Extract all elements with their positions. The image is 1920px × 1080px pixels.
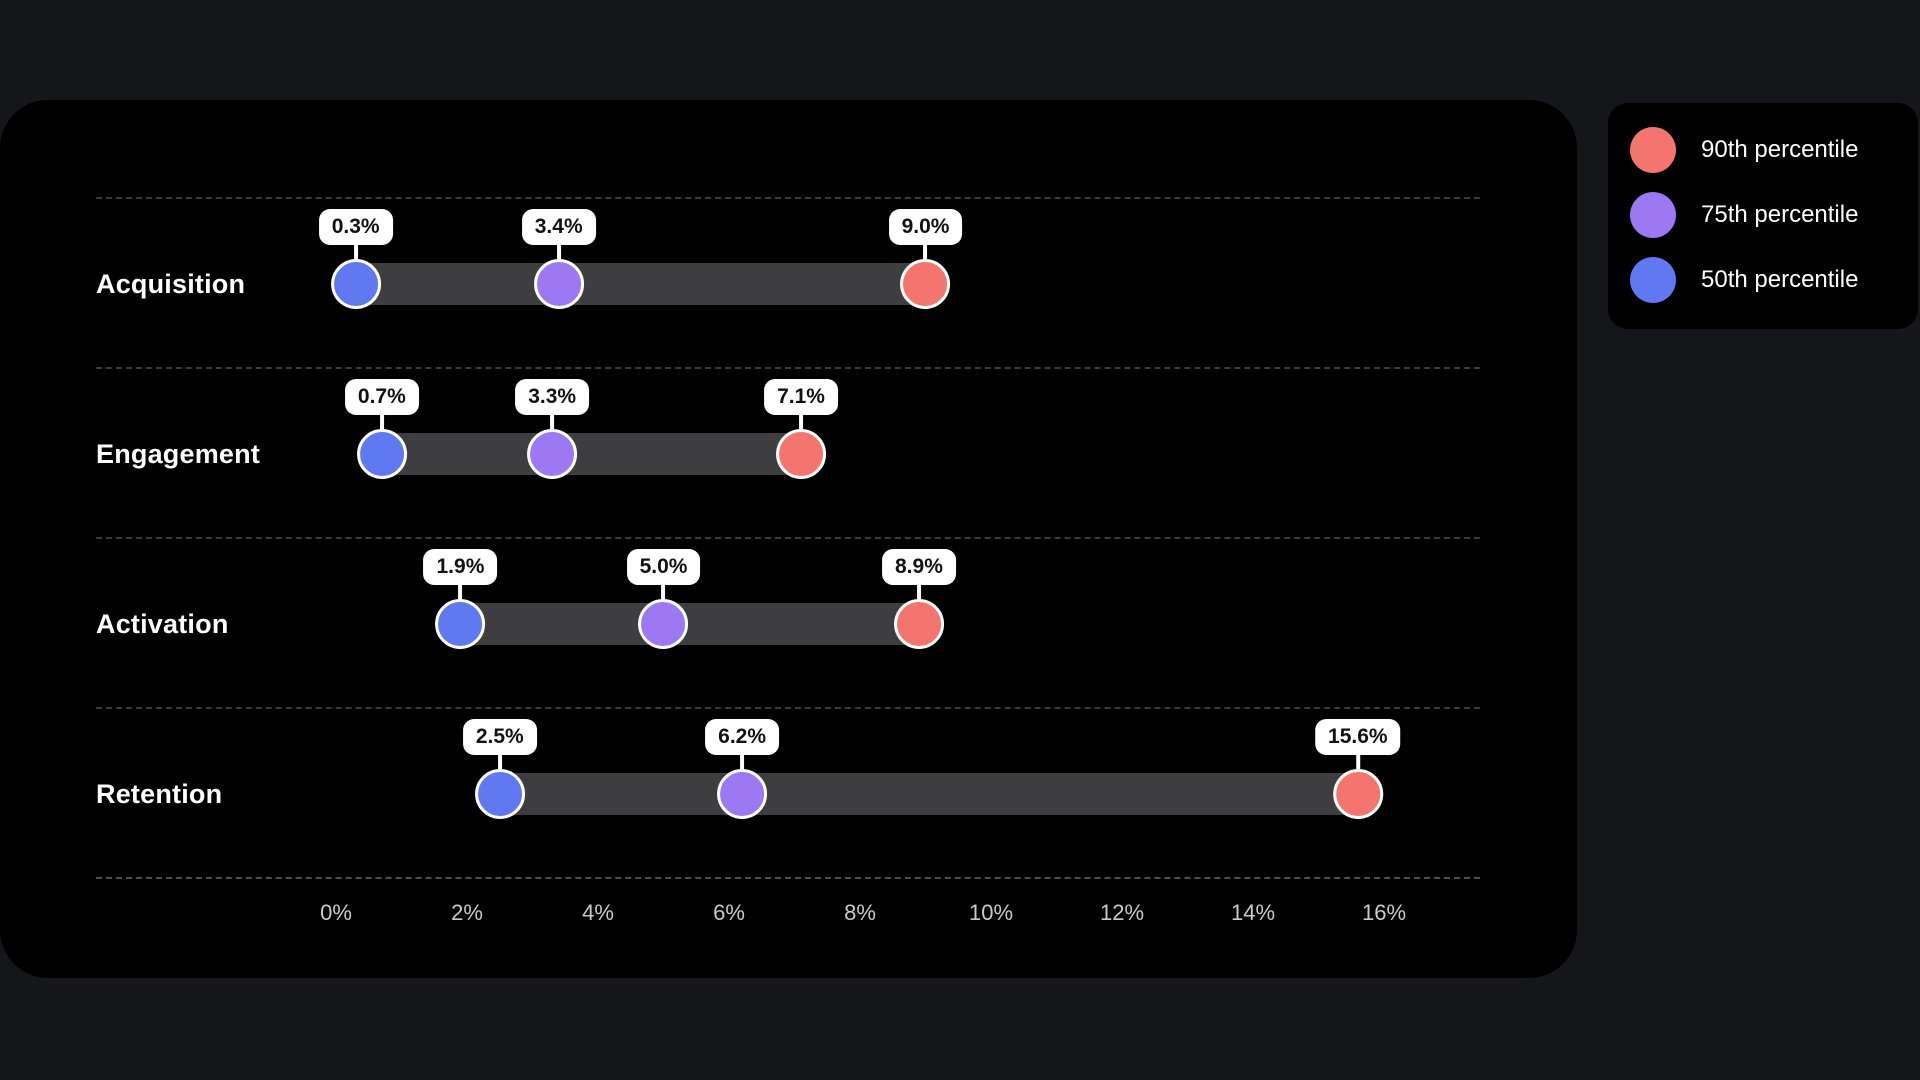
value-badge: 2.5%	[462, 719, 537, 755]
value-badge: 1.9%	[423, 549, 498, 585]
marker-50th-percentile[interactable]: 0.3%	[318, 209, 393, 309]
badge-stem	[799, 415, 804, 429]
value-badge: 3.4%	[521, 209, 596, 245]
badge-stem	[497, 755, 502, 769]
value-badge: 15.6%	[1315, 719, 1401, 755]
x-tick-label: 12%	[1099, 900, 1145, 925]
x-tick-label: 4%	[582, 900, 614, 925]
row-separator-line	[96, 537, 1480, 539]
x-tick-label: 14%	[1230, 900, 1276, 925]
marker-90th-percentile[interactable]: 15.6%	[1315, 719, 1401, 819]
range-bar	[355, 263, 926, 305]
row-separator-line	[96, 367, 1480, 369]
legend-label: 90th percentile	[1701, 136, 1859, 163]
marker-75th-percentile[interactable]: 3.4%	[521, 209, 596, 309]
badge-stem	[556, 245, 561, 259]
badge-stem	[916, 585, 921, 599]
badge-stem	[550, 415, 555, 429]
legend-dot-icon	[1630, 192, 1676, 238]
value-badge: 6.2%	[705, 719, 780, 755]
x-tick-label: 10%	[968, 900, 1014, 925]
marker-75th-percentile[interactable]: 3.3%	[515, 379, 590, 479]
dot-50th-percentile	[435, 599, 486, 649]
value-badge: 5.0%	[626, 549, 701, 585]
marker-90th-percentile[interactable]: 7.1%	[764, 379, 838, 479]
legend-item[interactable]: 90th percentile	[1630, 127, 1858, 173]
x-tick-label: 6%	[713, 900, 745, 925]
legend-item[interactable]: 75th percentile	[1630, 192, 1858, 238]
range-bar	[381, 433, 802, 475]
value-badge: 0.7%	[344, 379, 419, 415]
row-label: Retention	[96, 779, 223, 809]
value-badge: 8.9%	[882, 549, 956, 585]
x-tick-label: 2%	[451, 900, 483, 925]
x-tick-label: 16%	[1361, 900, 1407, 925]
row-label: Engagement	[96, 439, 261, 469]
marker-50th-percentile[interactable]: 2.5%	[462, 719, 537, 819]
legend-dot-icon	[1630, 257, 1676, 303]
legend-dot-icon	[1630, 127, 1676, 173]
dot-50th-percentile	[330, 259, 381, 309]
x-tick-label: 8%	[844, 900, 876, 925]
range-bar	[499, 773, 1358, 815]
marker-50th-percentile[interactable]: 1.9%	[423, 549, 498, 649]
marker-90th-percentile[interactable]: 9.0%	[888, 209, 963, 309]
row-separator-line	[96, 197, 1480, 199]
range-bar	[460, 603, 919, 645]
marker-75th-percentile[interactable]: 6.2%	[705, 719, 780, 819]
badge-stem	[379, 415, 384, 429]
dot-75th-percentile	[527, 429, 578, 479]
badge-stem	[1355, 755, 1360, 769]
badge-stem	[923, 245, 928, 259]
dot-90th-percentile	[893, 599, 944, 649]
dot-75th-percentile	[638, 599, 689, 649]
dot-50th-percentile	[356, 429, 407, 479]
dot-90th-percentile	[1332, 769, 1383, 819]
legend: 90th percentile 75th percentile 50th perce…	[1608, 103, 1918, 329]
marker-50th-percentile[interactable]: 0.7%	[344, 379, 419, 479]
dot-75th-percentile	[533, 259, 584, 309]
legend-item[interactable]: 50th percentile	[1630, 257, 1858, 303]
dot-50th-percentile	[474, 769, 525, 819]
chart-card: Acquisition 0.3% 3.4% 9.0% Engagement 0.7% 3.3…	[0, 100, 1577, 978]
badge-stem	[661, 585, 666, 599]
value-badge: 9.0%	[888, 209, 963, 245]
badge-stem	[353, 245, 358, 259]
row-separator-line	[96, 707, 1480, 709]
legend-label: 75th percentile	[1701, 201, 1859, 228]
dot-75th-percentile	[717, 769, 768, 819]
badge-stem	[740, 755, 745, 769]
x-tick-label: 0%	[320, 900, 352, 925]
badge-stem	[458, 585, 463, 599]
x-axis-line	[96, 877, 1480, 879]
row-label: Acquisition	[96, 269, 246, 299]
row-label: Activation	[96, 609, 229, 639]
dot-90th-percentile	[900, 259, 951, 309]
marker-90th-percentile[interactable]: 8.9%	[882, 549, 956, 649]
legend-label: 50th percentile	[1701, 266, 1859, 293]
marker-75th-percentile[interactable]: 5.0%	[626, 549, 701, 649]
dot-90th-percentile	[776, 429, 827, 479]
value-badge: 3.3%	[515, 379, 590, 415]
value-badge: 0.3%	[318, 209, 393, 245]
value-badge: 7.1%	[764, 379, 838, 415]
